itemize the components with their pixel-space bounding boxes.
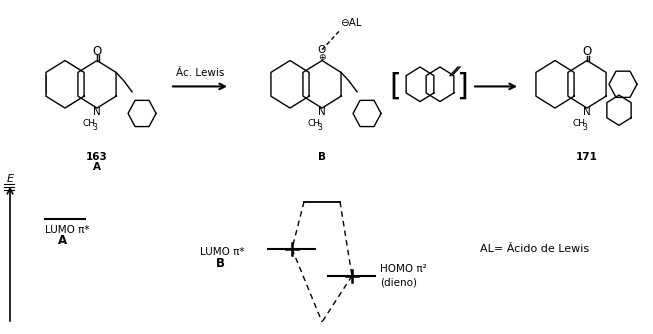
Text: CH: CH	[573, 119, 586, 128]
Text: LUMO π*: LUMO π*	[45, 225, 89, 235]
Text: ⊖AL: ⊖AL	[340, 18, 362, 28]
Text: N: N	[93, 108, 101, 117]
Text: O: O	[92, 45, 102, 58]
Text: O: O	[318, 45, 326, 55]
Text: 163: 163	[86, 152, 108, 162]
Text: CH: CH	[308, 119, 321, 128]
Text: Ác. Lewis: Ác. Lewis	[176, 68, 224, 78]
Text: O: O	[582, 45, 592, 58]
Text: N: N	[318, 108, 326, 117]
Text: A: A	[58, 234, 67, 247]
Text: CH: CH	[82, 119, 95, 128]
Text: 171: 171	[576, 152, 598, 162]
Text: ]: ]	[456, 72, 468, 101]
Text: 3: 3	[93, 123, 97, 132]
Text: B: B	[215, 258, 225, 270]
Text: N: N	[583, 108, 591, 117]
Text: [: [	[389, 72, 401, 101]
Text: LUMO π*: LUMO π*	[200, 247, 244, 257]
Text: ⊕: ⊕	[318, 53, 326, 62]
Text: HOMO π²: HOMO π²	[380, 264, 427, 274]
Text: 3: 3	[582, 123, 588, 132]
Text: (dieno): (dieno)	[381, 278, 417, 288]
Text: E: E	[7, 174, 14, 184]
Text: A: A	[93, 163, 101, 172]
Text: AL= Ácido de Lewis: AL= Ácido de Lewis	[480, 244, 589, 254]
Text: B: B	[318, 152, 326, 162]
Text: 3: 3	[317, 123, 323, 132]
